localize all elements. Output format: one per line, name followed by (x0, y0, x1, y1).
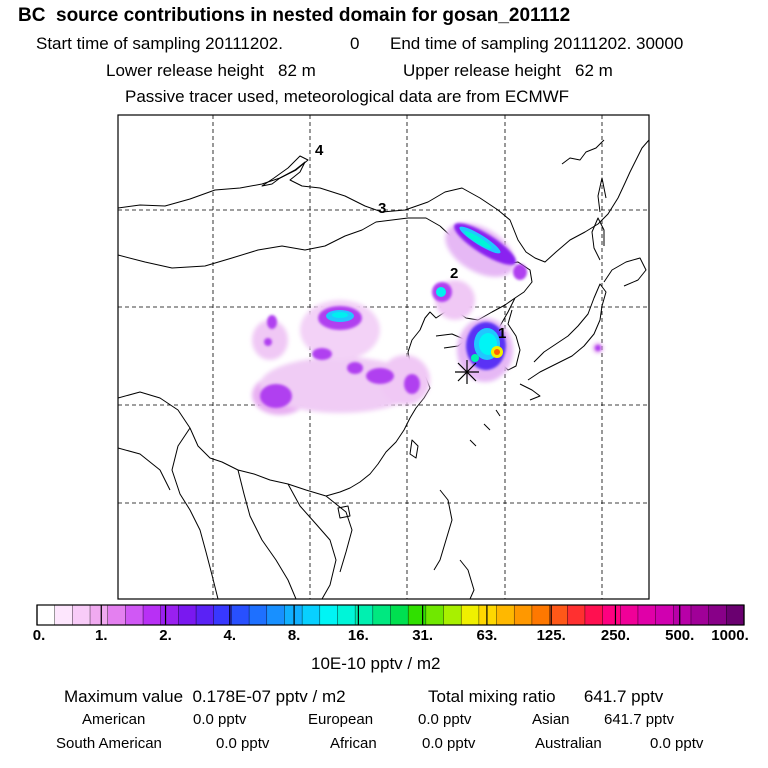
colorbar-tick-label: 4. (223, 627, 237, 644)
trajectory-label-4: 4 (315, 142, 324, 159)
african-label: African (330, 735, 377, 752)
total-mixing-ratio: Total mixing ratio 641.7 pptv (428, 687, 664, 706)
map-title: BC source contributions in nested domain… (18, 5, 571, 26)
european-label: European (308, 711, 374, 728)
start-time-label: Start time of sampling 20111202. (36, 34, 283, 53)
lower-release-height: Lower release height 82 m (106, 61, 316, 80)
colorbar-tick-label: 63. (476, 627, 498, 644)
colorbar-tick-label: 1000. (711, 627, 749, 644)
colorbar-tick-label: 8. (287, 627, 301, 644)
colorbar-tick-label: 2. (159, 627, 172, 644)
trajectory-label-3: 3 (378, 200, 386, 217)
colorbar-tick-label: 16. (347, 627, 369, 644)
start-time-value: 0 (350, 34, 360, 53)
source-contribution-field (252, 223, 603, 415)
colorbar-tick-label: 31. (412, 627, 434, 644)
colorbar-tick-label: 0. (32, 627, 46, 644)
south-american-label: South American (56, 735, 162, 752)
american-label: American (82, 711, 146, 728)
australian-value: 0.0 pptv (650, 735, 704, 752)
asian-label: Asian (532, 711, 570, 728)
colorbar-tick-label: 250. (600, 627, 631, 644)
american-value: 0.0 pptv (193, 711, 247, 728)
asian-value: 641.7 pptv (604, 711, 675, 728)
trajectory-label-1: 1 (498, 325, 506, 342)
colorbar-units: 10E-10 pptv / m2 (311, 654, 441, 673)
trajectory-label-2: 2 (450, 265, 458, 282)
maximum-value: Maximum value 0.178E-07 pptv / m2 (64, 687, 346, 706)
australian-label: Australian (535, 735, 602, 752)
map-frame (117, 114, 650, 600)
tracer-note: Passive tracer used, meteorological data… (125, 87, 570, 106)
receptor-star-icon (455, 360, 479, 384)
end-time-label: End time of sampling 20111202. 30000 (390, 34, 684, 53)
african-value: 0.0 pptv (422, 735, 476, 752)
european-value: 0.0 pptv (418, 711, 472, 728)
colorbar-tick-label: 1. (95, 627, 108, 644)
south-american-value: 0.0 pptv (216, 735, 270, 752)
upper-release-height: Upper release height 62 m (403, 61, 613, 80)
colorbar-tick-label: 125. (536, 627, 566, 644)
colorbar-tick-label: 500. (665, 627, 695, 644)
